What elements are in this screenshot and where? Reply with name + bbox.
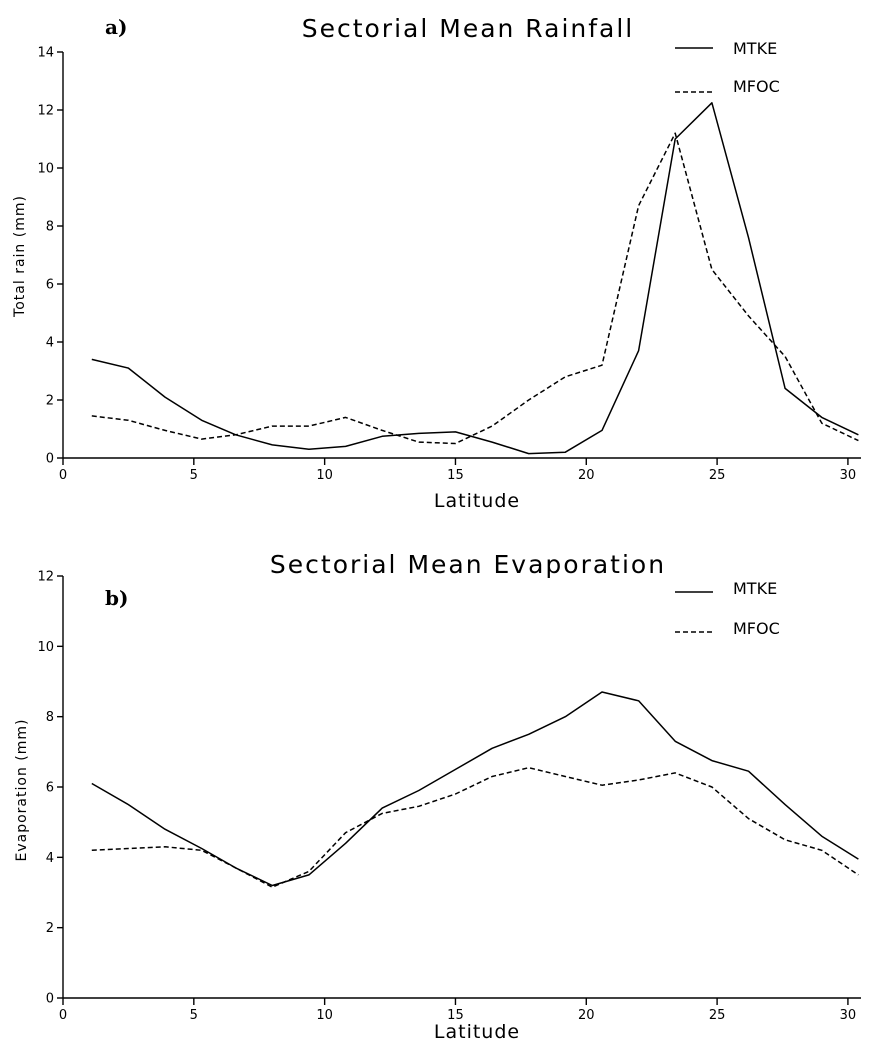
panel-b-x-axis-label: Latitude <box>434 1021 520 1043</box>
y-tick-label-a: 0 <box>46 452 54 467</box>
panel-a-label: a) <box>105 15 127 39</box>
panel-b-legend: MTKE MFOC <box>675 579 780 638</box>
x-tick-label-a: 10 <box>316 468 333 483</box>
y-tick-label-a: 8 <box>46 220 54 235</box>
x-tick-label-a: 5 <box>190 468 198 483</box>
panel-b-y-axis-label: Evaporation (mm) <box>14 719 30 862</box>
series-line-mtke-b <box>92 692 859 886</box>
x-tick-label-b: 15 <box>447 1008 464 1023</box>
panel-a-y-axis-label: Total rain (mm) <box>12 195 28 318</box>
legend-mfoc-label-a: MFOC <box>733 77 780 96</box>
x-tick-label-b: 25 <box>709 1008 726 1023</box>
legend-mfoc-label-b: MFOC <box>733 619 780 638</box>
x-tick-label-a: 25 <box>709 468 726 483</box>
series-line-mfoc-a <box>92 133 859 443</box>
panel-a-title: Sectorial Mean Rainfall <box>302 14 635 43</box>
series-line-mtke-a <box>92 103 859 454</box>
x-tick-label-a: 20 <box>578 468 595 483</box>
legend-mtke-label-b: MTKE <box>733 579 777 598</box>
x-tick-label-a: 0 <box>59 468 67 483</box>
panel-rainfall: a) Sectorial Mean Rainfall Total rain (m… <box>12 14 861 512</box>
x-tick-label-b: 5 <box>190 1008 198 1023</box>
y-tick-label-a: 2 <box>46 394 54 409</box>
legend-mtke-label-a: MTKE <box>733 39 777 58</box>
y-tick-label-b: 2 <box>46 921 54 936</box>
y-tick-label-b: 4 <box>46 851 54 866</box>
y-tick-label-b: 0 <box>46 992 54 1007</box>
panel-a-x-axis-label: Latitude <box>434 490 520 512</box>
x-tick-label-a: 15 <box>447 468 464 483</box>
y-tick-label-b: 6 <box>46 781 54 796</box>
x-tick-label-b: 10 <box>316 1008 333 1023</box>
y-tick-label-a: 12 <box>37 104 54 119</box>
y-tick-label-a: 10 <box>37 162 54 177</box>
y-tick-label-b: 12 <box>37 570 54 585</box>
y-tick-label-b: 8 <box>46 710 54 725</box>
series-line-mfoc-b <box>92 768 859 888</box>
panel-evaporation: b) Sectorial Mean Evaporation Evaporatio… <box>14 550 861 1043</box>
x-tick-label-b: 0 <box>59 1008 67 1023</box>
panel-b-label: b) <box>105 586 128 610</box>
panel-b-title: Sectorial Mean Evaporation <box>270 550 666 579</box>
panel-a-legend: MTKE MFOC <box>675 39 780 96</box>
x-tick-label-b: 20 <box>578 1008 595 1023</box>
y-tick-label-a: 14 <box>37 46 54 61</box>
x-tick-label-b: 30 <box>840 1008 857 1023</box>
y-tick-label-a: 6 <box>46 278 54 293</box>
panel-a-plot: 0 2 4 6 8 10 12 14 0 5 10 15 20 25 30 <box>37 46 861 484</box>
y-tick-label-b: 10 <box>37 640 54 655</box>
x-tick-label-a: 30 <box>840 468 857 483</box>
y-tick-label-a: 4 <box>46 336 54 351</box>
